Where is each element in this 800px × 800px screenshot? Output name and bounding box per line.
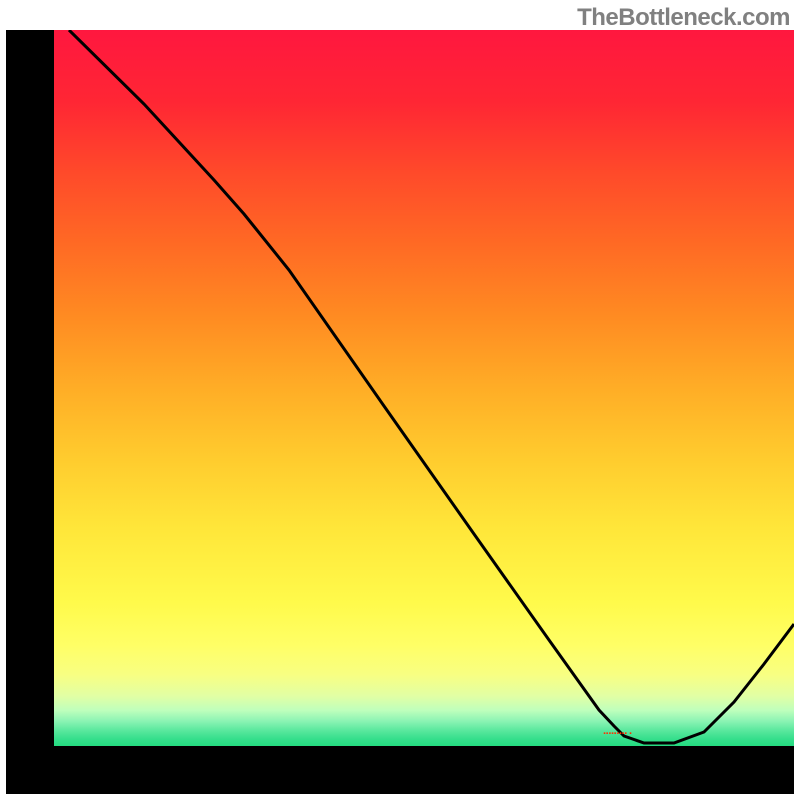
chart-container: TheBottleneck.com ········· · (0, 0, 800, 800)
plot-area: ········· · (54, 30, 794, 746)
watermark-text: TheBottleneck.com (577, 4, 790, 32)
gradient-background (54, 30, 794, 746)
marker-label: ········· · (603, 728, 632, 740)
chart-frame: ········· · (6, 30, 794, 794)
